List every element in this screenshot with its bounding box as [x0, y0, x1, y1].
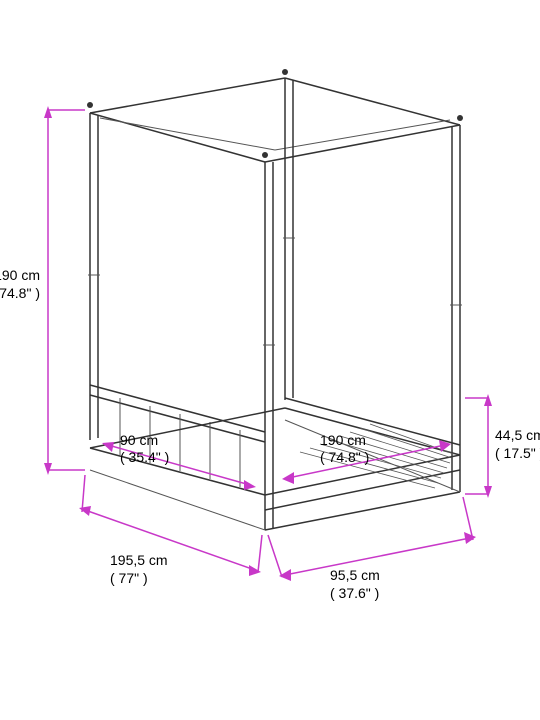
dim-width-total: 95,5 cm ( 37.6" )	[268, 497, 476, 601]
dim-bed-height: 44,5 cm ( 17.5" )	[465, 394, 540, 498]
label-inner-width-cm: 90 cm	[120, 432, 158, 448]
dim-depth-total: 195,5 cm ( 77" )	[79, 475, 262, 586]
label-bed-height-in: ( 17.5" )	[495, 445, 540, 461]
label-width-in: ( 37.6" )	[330, 585, 379, 601]
label-height-cm: 190 cm	[0, 267, 40, 283]
label-width-cm: 95,5 cm	[330, 567, 380, 583]
label-inner-length-in: ( 74.8" )	[320, 449, 369, 465]
label-depth-in: ( 77" )	[110, 570, 148, 586]
label-depth-cm: 195,5 cm	[110, 552, 168, 568]
bed-side-rails	[90, 408, 460, 530]
label-inner-width-in: ( 35.4" )	[120, 449, 169, 465]
dim-inner-length: 190 cm ( 74.8" )	[282, 432, 451, 484]
label-height-in: ( 74.8" )	[0, 285, 40, 301]
label-bed-height-cm: 44,5 cm	[495, 427, 540, 443]
canopy-top-frame	[87, 69, 463, 162]
dim-inner-width: 90 cm ( 35.4" )	[102, 432, 256, 490]
label-inner-length-cm: 190 cm	[320, 432, 366, 448]
bed-frame-diagram: 190 cm ( 74.8" ) 90 cm ( 35.4" ) 190 cm …	[0, 0, 540, 720]
dim-height-total: 190 cm ( 74.8" )	[0, 106, 85, 475]
